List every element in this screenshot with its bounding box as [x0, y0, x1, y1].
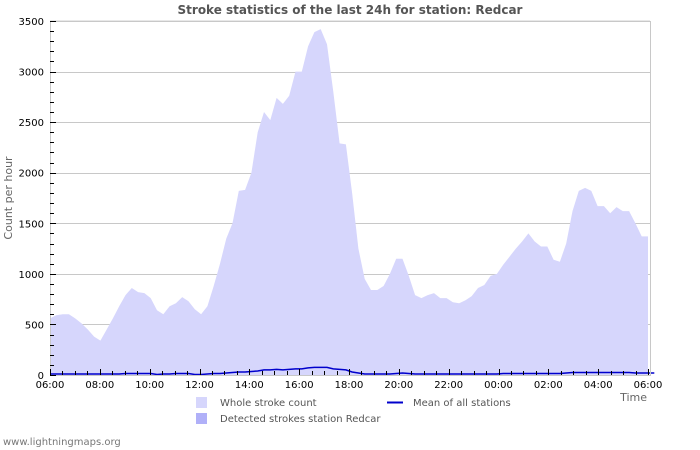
data-areas: [50, 29, 655, 376]
chart-title: Stroke statistics of the last 24h for st…: [178, 3, 523, 17]
y-tick-label: 0: [38, 371, 44, 382]
x-tick-label: 20:00: [384, 380, 413, 391]
x-axis: 06:00 08:00 10:00 12:00 14:00 16:00 18:00 20:00…: [36, 369, 663, 391]
x-tick-label: 14:00: [235, 380, 264, 391]
area-whole-stroke-count: [50, 29, 648, 375]
x-tick-label: 18:00: [335, 380, 364, 391]
y-tick-label: 3500: [19, 17, 44, 28]
x-tick-label: 08:00: [85, 380, 114, 391]
x-tick-label: 00:00: [484, 380, 513, 391]
x-tick-label: 06:00: [36, 380, 65, 391]
y-tick-label: 500: [25, 320, 44, 331]
x-tick-label: 06:00: [634, 380, 663, 391]
y-tick-label: 1000: [19, 270, 44, 281]
x-tick-label: 16:00: [285, 380, 314, 391]
legend-swatch-detected-strokes: [196, 413, 207, 424]
legend-label-whole-stroke-count: Whole stroke count: [220, 398, 317, 409]
y-tick-label: 2500: [19, 118, 44, 129]
x-tick-label: 04:00: [584, 380, 613, 391]
x-tick-label: 02:00: [534, 380, 563, 391]
y-axis-label: Count per hour: [2, 156, 15, 240]
legend-label-mean-of-all-stations: Mean of all stations: [413, 398, 511, 409]
y-tick-label: 1500: [19, 219, 44, 230]
x-tick-label: 22:00: [434, 380, 463, 391]
legend-label-detected-strokes: Detected strokes station Redcar: [220, 414, 381, 425]
x-tick-label: 12:00: [185, 380, 214, 391]
footer-credit: www.lightningmaps.org: [3, 437, 121, 448]
y-tick-label: 2000: [19, 169, 44, 180]
plot-frame: [50, 21, 651, 376]
legend: Whole stroke count Mean of all stations De…: [196, 397, 511, 425]
x-axis-label: Time: [619, 391, 647, 404]
x-tick-label: 10:00: [135, 380, 164, 391]
legend-swatch-whole-stroke-count: [196, 397, 207, 408]
y-axis: 0 500 1000 1500 2000 2500 3000 3500: [19, 17, 56, 382]
y-tick-label: 3000: [19, 68, 44, 79]
